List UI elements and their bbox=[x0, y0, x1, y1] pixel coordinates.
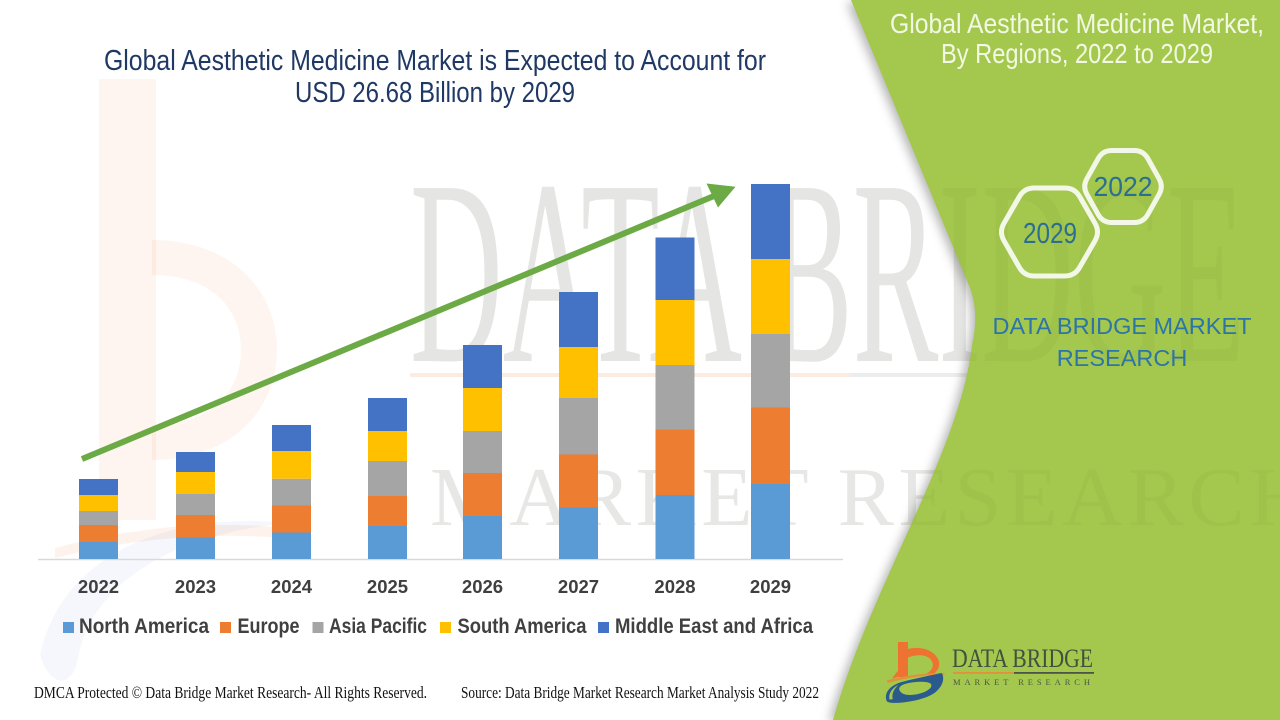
svg-text:DATA BRIDGE: DATA BRIDGE bbox=[410, 127, 1245, 419]
svg-text:Middle East and Africa: Middle East and Africa bbox=[615, 615, 813, 638]
svg-text:2029: 2029 bbox=[1023, 218, 1077, 250]
svg-text:2025: 2025 bbox=[367, 576, 408, 597]
svg-text:MARKET RESEARCH: MARKET RESEARCH bbox=[953, 677, 1092, 687]
svg-text:USD 26.68 Billion by 2029: USD 26.68 Billion by 2029 bbox=[295, 77, 575, 109]
svg-text:2022: 2022 bbox=[78, 576, 119, 597]
svg-text:2027: 2027 bbox=[558, 576, 599, 597]
svg-text:RESEARCH: RESEARCH bbox=[1057, 345, 1188, 371]
svg-text:Global Aesthetic Medicine Mark: Global Aesthetic Medicine Market, bbox=[890, 8, 1264, 39]
svg-text:2026: 2026 bbox=[462, 576, 503, 597]
svg-text:South America: South America bbox=[458, 615, 587, 638]
svg-text:2023: 2023 bbox=[175, 576, 216, 597]
svg-text:DATA BRIDGE MARKET: DATA BRIDGE MARKET bbox=[993, 313, 1252, 339]
svg-text:DATA BRIDGE: DATA BRIDGE bbox=[952, 644, 1093, 673]
svg-text:2029: 2029 bbox=[750, 576, 791, 597]
svg-text:North America: North America bbox=[79, 615, 209, 638]
svg-text:2024: 2024 bbox=[271, 576, 313, 597]
svg-text:Europe: Europe bbox=[238, 615, 300, 638]
svg-text:By Regions, 2022 to 2029: By Regions, 2022 to 2029 bbox=[941, 38, 1213, 69]
svg-text:Global Aesthetic Medicine Mark: Global Aesthetic Medicine Market is Expe… bbox=[104, 45, 766, 77]
svg-text:2022: 2022 bbox=[1094, 171, 1153, 202]
svg-text:Source: Data Bridge Market Res: Source: Data Bridge Market Research Mark… bbox=[461, 683, 819, 702]
svg-text:DMCA Protected © Data Bridge M: DMCA Protected © Data Bridge Market Rese… bbox=[34, 683, 427, 702]
svg-text:MARKET RESEARCH: MARKET RESEARCH bbox=[430, 451, 1280, 544]
svg-text:2028: 2028 bbox=[654, 576, 695, 597]
svg-text:Asia Pacific: Asia Pacific bbox=[329, 615, 427, 638]
